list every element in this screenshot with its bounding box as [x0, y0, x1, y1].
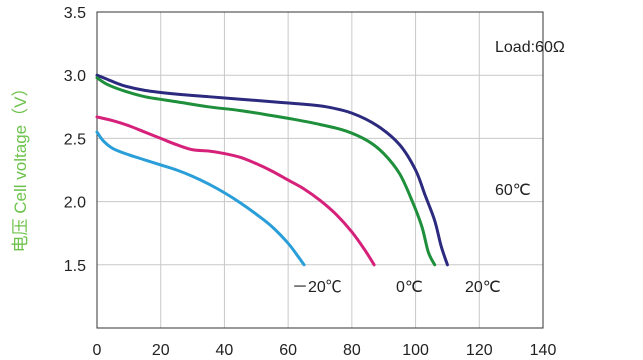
y-tick-label: 3.5	[64, 5, 86, 22]
y-tick-label: 1.5	[64, 258, 86, 275]
series-lines	[95, 73, 449, 267]
series-label-0C: 0℃	[396, 279, 423, 296]
y-axis-label: 电压 Cell voltage（V）	[11, 80, 30, 253]
x-tick-label: 40	[216, 342, 234, 359]
x-tick-label: 60	[279, 342, 297, 359]
series-line-20C	[95, 76, 437, 267]
y-tick-label: 3.0	[64, 68, 86, 85]
series-line-minus20C	[95, 130, 306, 267]
plot-frame	[96, 11, 544, 329]
y-tick-label: 2.0	[64, 195, 86, 212]
load-annotation: Load:60Ω	[495, 39, 565, 56]
x-tick-label: 100	[402, 342, 429, 359]
series-line-60C	[95, 73, 449, 267]
series-label-minus20C: －20℃	[292, 279, 342, 296]
x-tick-label: 0	[93, 342, 102, 359]
series-label-60C: 60℃	[495, 182, 531, 199]
series-label-20C: 20℃	[465, 279, 501, 296]
series-line-0C	[95, 115, 376, 267]
y-tick-label: 2.5	[64, 131, 86, 148]
y-tick-labels: 1.5 2.0 2.5 3.0 3.5	[64, 5, 86, 275]
x-tick-label: 80	[343, 342, 361, 359]
x-tick-label: 140	[530, 342, 557, 359]
series-labels: 60℃ 20℃ 0℃ －20℃	[292, 182, 531, 296]
x-tick-labels: 0 20 40 60 80 100 120 140	[93, 342, 557, 359]
x-tick-label: 120	[466, 342, 493, 359]
x-tick-label: 20	[152, 342, 170, 359]
